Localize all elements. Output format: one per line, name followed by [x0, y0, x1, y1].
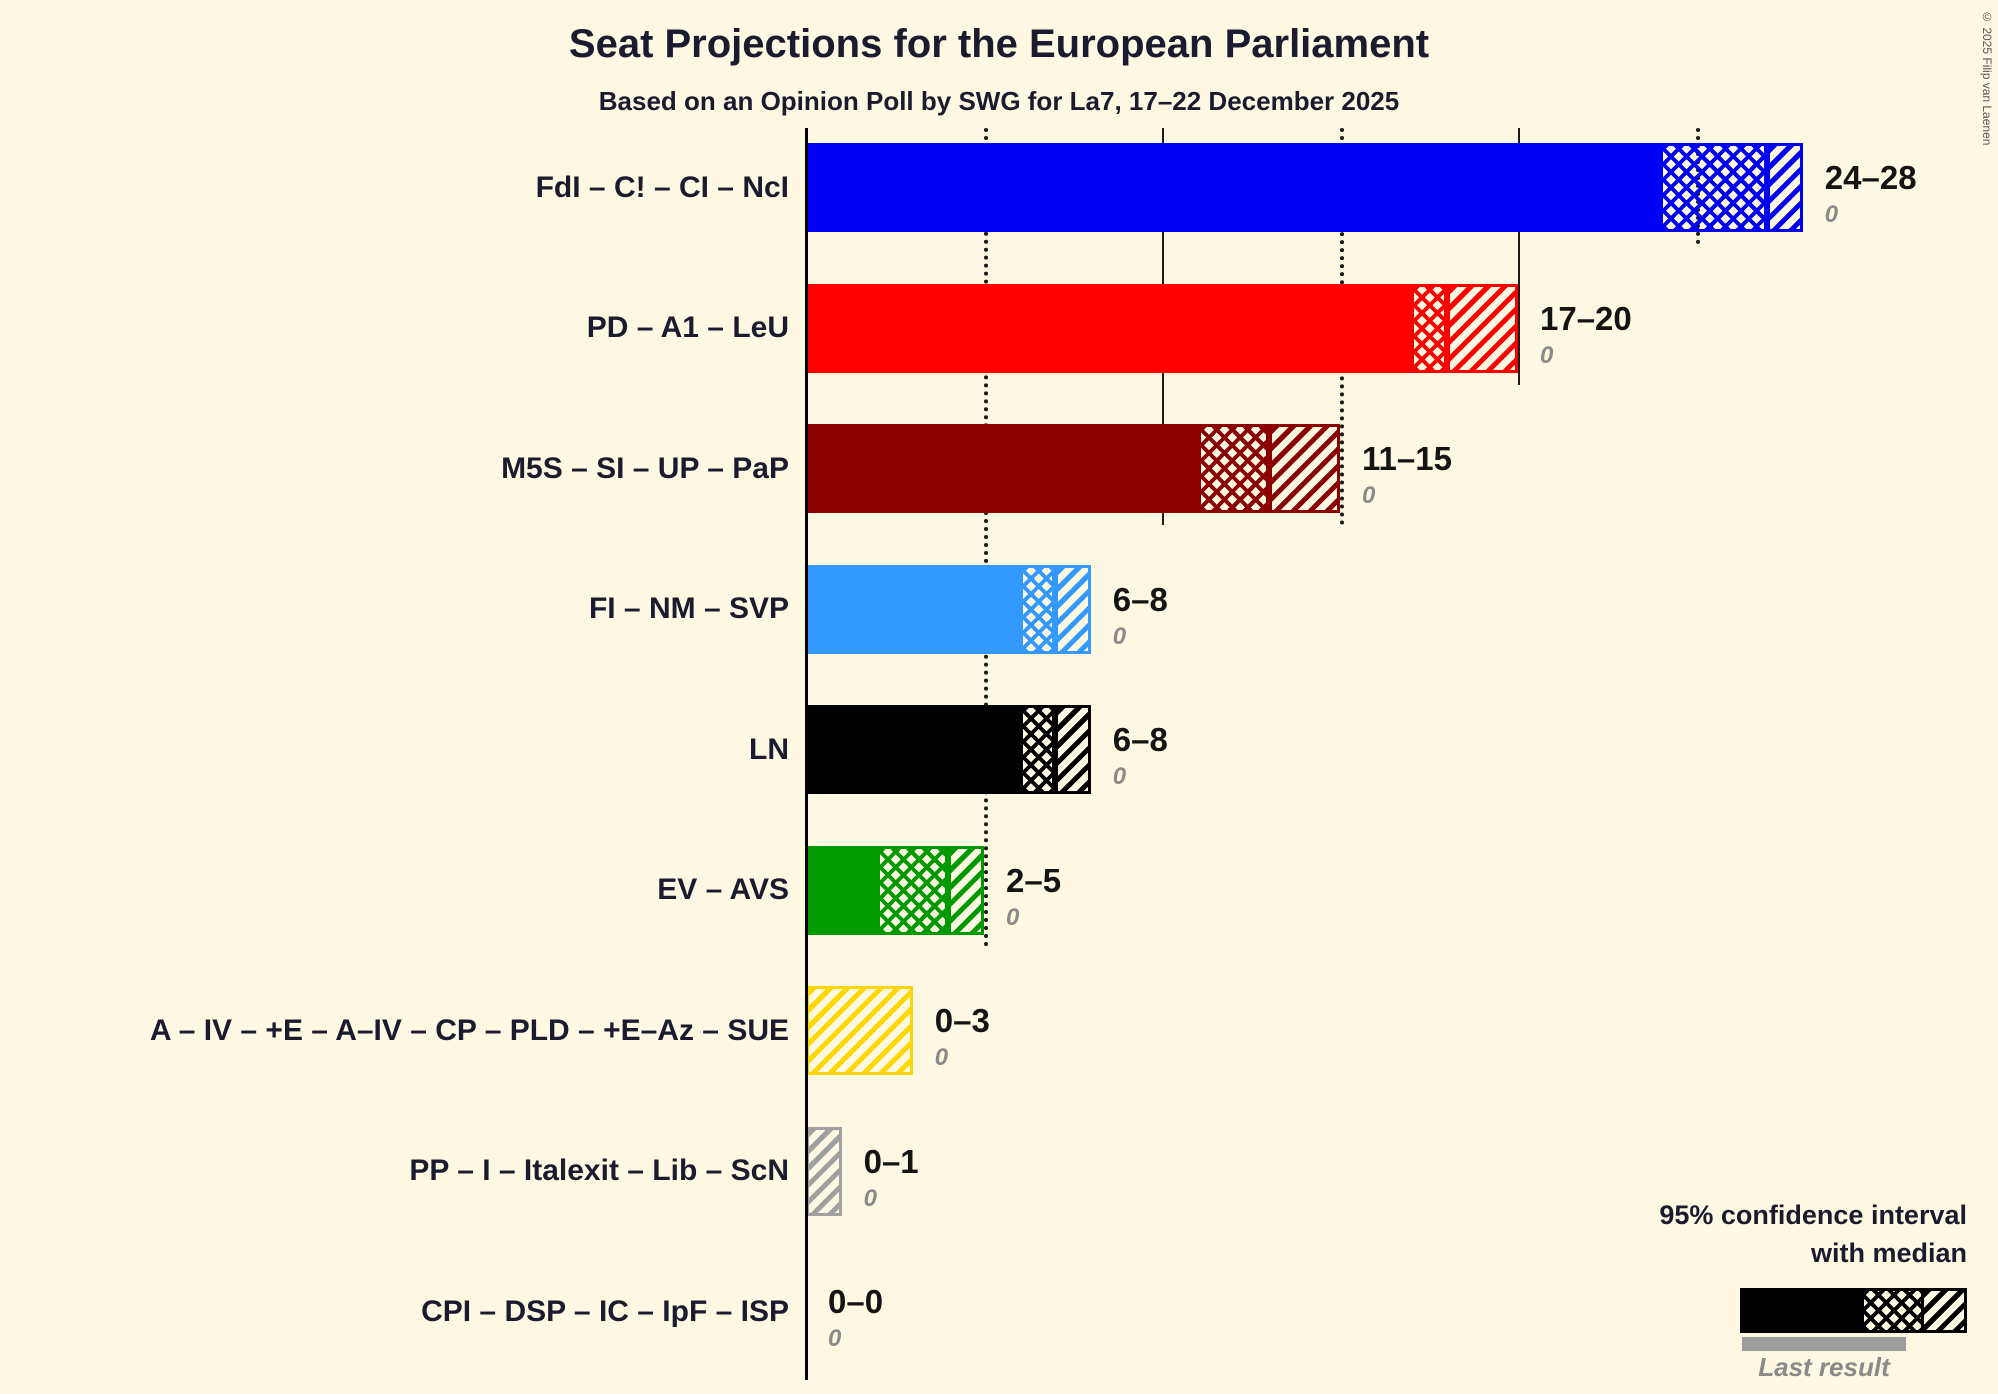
coalition-label: LN [749, 732, 789, 766]
bar-diagonal-segment [1446, 283, 1518, 373]
legend-ci-label-line2: with median [1810, 1238, 1967, 1268]
page-title: Seat Projections for the European Parlia… [568, 22, 1430, 66]
legend-diagonal-segment [1921, 1291, 1964, 1330]
gridline-5-seats [984, 128, 988, 947]
seat-bar [806, 986, 913, 1075]
bar-diagonal-segment [948, 845, 984, 935]
last-result-value: 0 [1824, 201, 1839, 228]
seat-bar [806, 705, 1091, 794]
seat-range-value: 6–8 [1112, 580, 1168, 618]
bar-crosshatch-segment [1197, 424, 1269, 513]
seat-range-value: 6–8 [1112, 721, 1168, 758]
seat-bar [806, 424, 1340, 513]
legend-crosshatch-segment [1861, 1291, 1921, 1330]
seat-range-value: 11–15 [1362, 440, 1452, 477]
last-result-value: 0 [1112, 763, 1127, 790]
coalition-label: FI – NM – SVP [588, 592, 789, 625]
legend-sample-bar [1740, 1288, 1967, 1333]
value-label: 0–1 0 [864, 1141, 919, 1215]
last-result-value: 0 [863, 1184, 877, 1212]
gridline-20-seats [1518, 128, 1520, 385]
value-label: 6–8 0 [1113, 719, 1168, 793]
bar-diagonal-segment [806, 986, 913, 1075]
value-label: 2–5 0 [1006, 860, 1061, 934]
bar-solid-segment [806, 845, 878, 935]
value-label: 0–0 0 [828, 1281, 883, 1355]
copyright-notice: © 2025 Filip van Laenen [1980, 10, 1994, 146]
legend-last-result-bar [1742, 1337, 1906, 1351]
bar-diagonal-segment [1055, 564, 1091, 654]
seat-range-value: 0–1 [863, 1142, 919, 1180]
bar-diagonal-segment [1767, 143, 1803, 232]
coalition-label: FdI – C! – CI – NcI [535, 170, 789, 204]
seat-range-value: 2–5 [1006, 861, 1062, 899]
y-axis-line [805, 128, 808, 1380]
legend-last-result-label: Last result [1758, 1352, 1890, 1382]
seat-bar [806, 845, 984, 935]
bar-solid-segment [806, 705, 1020, 794]
legend-ci-label-line1: 95% confidence interval [1659, 1200, 1967, 1230]
bar-diagonal-segment [1268, 424, 1340, 513]
coalition-label: A – IV – +E – A–IV – CP – PLD – +E–Az – … [149, 1013, 789, 1047]
last-result-value: 0 [1006, 903, 1020, 931]
coalition-label: PP – I – Italexit – Lib – ScN [409, 1154, 789, 1187]
value-label: 0–3 0 [935, 1000, 990, 1074]
seat-bar [806, 283, 1518, 373]
value-label: 6–8 0 [1113, 579, 1168, 653]
last-result-value: 0 [1112, 622, 1127, 650]
last-result-value: 0 [934, 1044, 949, 1071]
bar-solid-segment [806, 564, 1020, 654]
seat-range-value: 0–0 [828, 1283, 884, 1320]
seat-bar [806, 1126, 842, 1216]
last-result-value: 0 [828, 1325, 842, 1352]
bar-solid-segment [806, 424, 1198, 513]
bar-solid-segment [806, 143, 1661, 232]
last-result-value: 0 [1362, 482, 1376, 509]
bar-solid-segment [806, 283, 1412, 373]
last-result-value: 0 [1540, 341, 1554, 369]
coalition-label: CPI – DSP – IC – IpF – ISP [421, 1294, 789, 1328]
bar-diagonal-segment [806, 1126, 842, 1216]
coalition-label: EV – AVS [657, 873, 789, 906]
value-label: 24–28 0 [1825, 157, 1917, 231]
page-subtitle: Based on an Opinion Poll by SWG for La7,… [598, 86, 1400, 116]
value-label: 11–15 0 [1362, 438, 1452, 512]
seat-range-value: 0–3 [934, 1002, 990, 1039]
bar-crosshatch-segment [1019, 705, 1056, 794]
seat-bar [806, 143, 1803, 232]
seat-bar [806, 564, 1091, 654]
bar-crosshatch-segment [877, 845, 949, 935]
seat-range-value: 17–20 [1540, 299, 1632, 337]
coalition-label: M5S – SI – UP – PaP [501, 451, 789, 485]
coalition-label: PD – A1 – LeU [586, 311, 789, 344]
value-label: 17–20 0 [1540, 298, 1632, 372]
bar-crosshatch-segment [1019, 564, 1056, 654]
bar-diagonal-segment [1055, 705, 1091, 794]
bar-crosshatch-segment [1411, 283, 1447, 373]
legend-solid-segment [1743, 1291, 1861, 1330]
bar-crosshatch-segment [1660, 143, 1768, 232]
seat-range-value: 24–28 [1824, 159, 1917, 196]
